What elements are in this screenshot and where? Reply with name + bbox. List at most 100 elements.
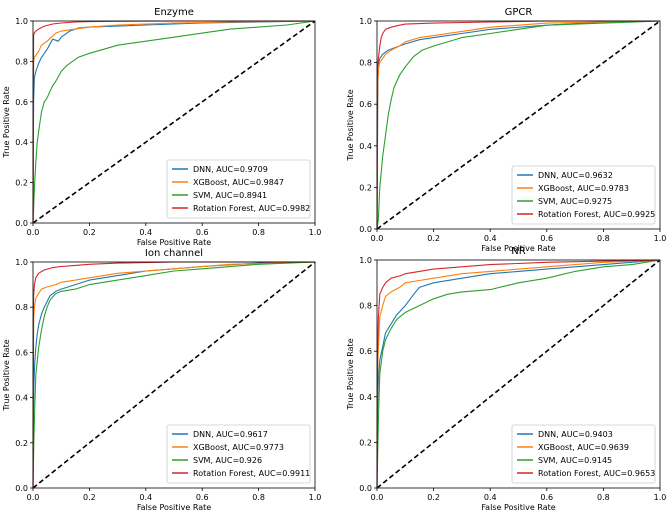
chance-diagonal-line bbox=[376, 259, 661, 489]
x-axis-label: False Positive Rate bbox=[481, 244, 555, 253]
legend-box bbox=[511, 165, 656, 225]
x-tick-label: 1.0 bbox=[309, 493, 322, 502]
legend-entry: Rotation Forest, AUC=0.9911 bbox=[193, 469, 310, 478]
y-tick-label: 0.0 bbox=[359, 484, 372, 493]
legend-entry: DNN, AUC=0.9632 bbox=[538, 171, 613, 180]
x-tick-label: 0.8 bbox=[597, 493, 610, 502]
y-tick-label: 1.0 bbox=[359, 17, 372, 26]
series-line-3 bbox=[376, 20, 661, 230]
y-tick-label: 0.0 bbox=[359, 225, 372, 234]
legend-entry: Rotation Forest, AUC=0.9925 bbox=[538, 210, 655, 219]
y-tick-label: 1.0 bbox=[359, 256, 372, 265]
chart-gpcr: GPCR 0.0 0.2 0.4 0.6 0.8 1.0 0.0 0.2 0.4 0.6 0.8 1.0… bbox=[346, 7, 666, 253]
legend-entry: SVM, AUC=0.8941 bbox=[193, 191, 267, 200]
series-line-1 bbox=[376, 259, 661, 489]
chart-enzyme: Enzyme 0.0 0.2 0.4 0.6 0.8 1.0 0.0 0.2 0.4 0.6 0.8 1… bbox=[2, 7, 321, 247]
chart-ion-channel: Ion channel 0.0 0.2 0.4 0.6 0.8 1.0 0.0 0.2 0.4 0.… bbox=[2, 248, 321, 512]
y-axis-label: True Positive Rate bbox=[2, 86, 11, 158]
x-tick-label: 0.8 bbox=[252, 493, 265, 502]
series-line-4 bbox=[32, 261, 315, 489]
x-tick-label: 0.6 bbox=[540, 493, 553, 502]
axes-frame bbox=[376, 259, 661, 489]
legend: DNN, AUC=0.9709 XGBoost, AUC=0.9847 SVM, A… bbox=[166, 159, 311, 219]
y-tick-label: 0.2 bbox=[359, 438, 372, 447]
series-line-1 bbox=[32, 20, 316, 224]
legend-entry: XGBoost, AUC=0.9773 bbox=[193, 443, 284, 452]
y-tick-label: 0.8 bbox=[15, 57, 28, 66]
chart-title: Enzyme bbox=[154, 7, 194, 18]
series-line-2 bbox=[32, 261, 316, 489]
y-tick-label: 0.6 bbox=[15, 348, 28, 357]
x-tick-label: 0.6 bbox=[196, 493, 209, 502]
y-tick-label: 0.2 bbox=[15, 179, 28, 188]
chance-diagonal-line bbox=[376, 20, 661, 230]
axes-frame bbox=[32, 261, 316, 489]
y-tick-label: 0.6 bbox=[359, 347, 372, 356]
x-tick-label: 0.6 bbox=[540, 234, 553, 243]
axes-frame bbox=[32, 20, 316, 224]
x-tick-label: 0.4 bbox=[139, 493, 152, 502]
x-tick-label: 0.8 bbox=[252, 228, 265, 237]
chance-diagonal-line bbox=[32, 20, 316, 224]
y-tick-label: 0.0 bbox=[15, 219, 28, 228]
x-tick-label: 1.0 bbox=[309, 228, 322, 237]
x-tick-label: 0.0 bbox=[371, 493, 384, 502]
series-line-1 bbox=[376, 20, 661, 230]
legend-box bbox=[511, 424, 656, 484]
legend-entry: Rotation Forest, AUC=0.9653 bbox=[538, 469, 655, 478]
series-line-4 bbox=[376, 20, 660, 230]
y-tick-label: 0.6 bbox=[15, 98, 28, 107]
y-axis-label: True Positive Rate bbox=[346, 338, 355, 410]
y-tick-label: 0.6 bbox=[359, 100, 372, 109]
y-axis-label: True Positive Rate bbox=[2, 339, 11, 411]
chart-title: Ion channel bbox=[145, 248, 203, 259]
y-tick-label: 0.8 bbox=[359, 59, 372, 68]
y-tick-label: 1.0 bbox=[15, 17, 28, 26]
x-tick-label: 0.2 bbox=[427, 493, 440, 502]
x-tick-label: 1.0 bbox=[654, 493, 667, 502]
x-tick-label: 0.0 bbox=[371, 234, 384, 243]
legend-entry: Rotation Forest, AUC=0.9982 bbox=[193, 204, 310, 213]
legend-entry: DNN, AUC=0.9709 bbox=[193, 165, 268, 174]
chart-title: GPCR bbox=[505, 7, 533, 18]
legend-entry: XGBoost, AUC=0.9783 bbox=[538, 184, 629, 193]
y-axis-label: True Positive Rate bbox=[346, 89, 355, 161]
x-tick-label: 0.2 bbox=[83, 228, 96, 237]
y-tick-label: 0.2 bbox=[359, 183, 372, 192]
series-line-3 bbox=[376, 259, 661, 489]
x-axis-label: False Positive Rate bbox=[137, 503, 211, 512]
chance-diagonal-line bbox=[32, 261, 316, 489]
legend-entry: SVM, AUC=0.9145 bbox=[538, 456, 612, 465]
axes-frame bbox=[376, 20, 661, 230]
x-axis-label: False Positive Rate bbox=[481, 503, 555, 512]
legend-box bbox=[166, 159, 311, 219]
x-axis-label: False Positive Rate bbox=[137, 238, 211, 247]
y-tick-label: 1.0 bbox=[15, 258, 28, 267]
series-line-4 bbox=[376, 259, 661, 489]
x-tick-label: 0.2 bbox=[427, 234, 440, 243]
x-tick-label: 0.0 bbox=[27, 493, 40, 502]
legend-entry: XGBoost, AUC=0.9847 bbox=[193, 178, 284, 187]
y-tick-label: 0.4 bbox=[359, 393, 372, 402]
x-tick-label: 0.4 bbox=[484, 493, 497, 502]
y-tick-label: 0.2 bbox=[15, 439, 28, 448]
series-line-3 bbox=[32, 261, 316, 489]
x-tick-label: 0.0 bbox=[27, 228, 40, 237]
series-line-2 bbox=[32, 20, 316, 224]
y-tick-label: 0.8 bbox=[359, 302, 372, 311]
y-tick-label: 0.4 bbox=[15, 138, 28, 147]
x-tick-label: 0.8 bbox=[597, 234, 610, 243]
series-line-2 bbox=[376, 259, 661, 489]
legend-entry: DNN, AUC=0.9403 bbox=[538, 430, 613, 439]
chart-title: NR bbox=[511, 246, 525, 257]
x-tick-label: 0.6 bbox=[196, 228, 209, 237]
legend-entry: XGBoost, AUC=0.9639 bbox=[538, 443, 629, 452]
y-tick-label: 0.0 bbox=[15, 484, 28, 493]
legend-box bbox=[166, 424, 311, 484]
legend-entry: SVM, AUC=0.9275 bbox=[538, 197, 612, 206]
x-tick-label: 1.0 bbox=[654, 234, 667, 243]
x-tick-label: 0.4 bbox=[484, 234, 497, 243]
y-tick-label: 0.4 bbox=[15, 394, 28, 403]
legend: DNN, AUC=0.9632 XGBoost, AUC=0.9783 SVM, A… bbox=[511, 165, 656, 225]
